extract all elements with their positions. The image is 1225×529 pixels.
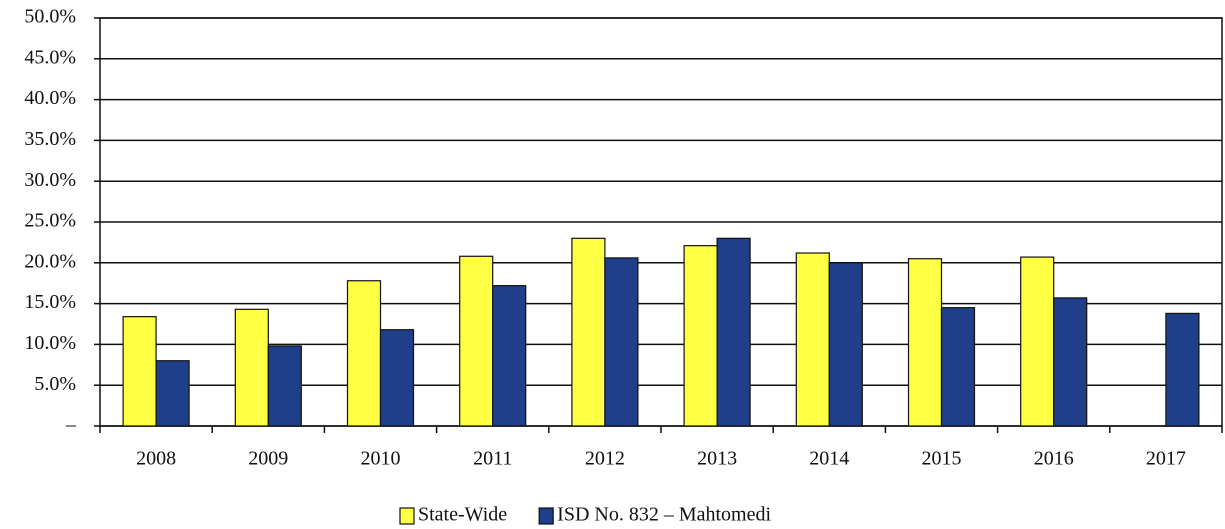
bar [492,285,527,427]
y-tick-label: 35.0% [24,128,76,150]
bar [828,262,863,427]
y-tick-label: 15.0% [24,291,76,313]
bar [459,255,494,427]
x-tick-label: 2014 [809,448,849,470]
y-tick-label: 30.0% [24,169,76,191]
x-tick-label: 2011 [473,448,512,470]
bar [795,252,830,427]
bar [907,258,943,427]
bar [346,280,382,427]
y-tick-label: 20.0% [24,250,76,272]
legend-swatch [399,507,415,525]
bar [155,360,190,427]
y-tick-label: 5.0% [34,373,76,395]
legend-label: State-Wide [418,504,507,526]
x-tick-label: 2009 [248,448,288,470]
y-tick-label: 10.0% [24,332,76,354]
x-tick-label: 2008 [136,448,176,470]
x-tick-label: 2016 [1034,448,1074,470]
bar [571,237,606,427]
y-tick-label: – [65,414,77,436]
bar [122,316,157,427]
y-tick-label: 45.0% [24,46,76,68]
bar [1020,256,1055,427]
x-tick-label: 2017 [1146,448,1186,470]
x-tick-label: 2012 [585,448,625,470]
y-tick-label: 25.0% [24,210,76,232]
bar [1053,297,1088,427]
bar [716,237,751,427]
y-tick-label: 40.0% [24,87,76,109]
x-tick-label: 2013 [697,448,737,470]
legend-swatch [538,507,554,525]
y-tick-label: 50.0% [24,6,76,28]
bar [683,245,718,427]
bar [604,257,639,427]
bar [267,345,302,427]
bar [1165,312,1200,427]
bar [379,329,415,427]
x-tick-label: 2015 [922,448,962,470]
legend-label: ISD No. 832 – Mahtomedi [557,504,771,526]
x-tick-label: 2010 [361,448,401,470]
bar [234,308,269,427]
bar [940,307,976,427]
